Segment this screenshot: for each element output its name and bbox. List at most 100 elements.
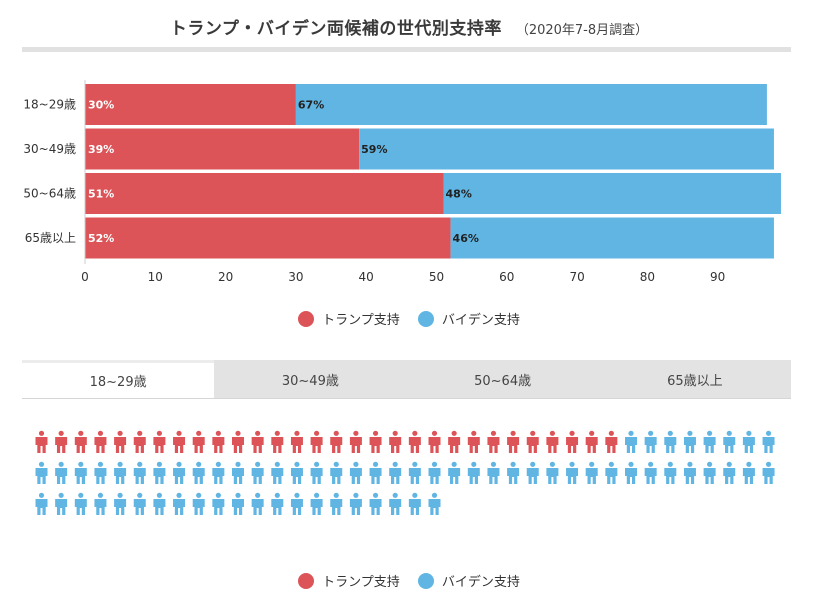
person-icon-biden bbox=[310, 492, 323, 515]
person-icon-biden bbox=[232, 461, 244, 484]
data-label-biden: 48% bbox=[446, 188, 472, 201]
person-icon-trump bbox=[271, 430, 284, 453]
category-label: 65歳以上 bbox=[25, 231, 76, 245]
person-icon-biden bbox=[55, 492, 68, 515]
person-icon-biden bbox=[408, 461, 421, 484]
legend-item-trump: トランプ支持 bbox=[298, 309, 400, 328]
person-icon-biden bbox=[349, 461, 362, 484]
person-icon-trump bbox=[153, 430, 166, 453]
person-icon-trump bbox=[290, 430, 303, 453]
person-icon-trump bbox=[55, 430, 68, 453]
person-icon-biden bbox=[428, 461, 441, 484]
data-label-trump: 39% bbox=[88, 143, 114, 156]
legend-swatch-trump-2 bbox=[298, 572, 315, 589]
chart-title: トランプ・バイデン両候補の世代別支持率 bbox=[169, 19, 502, 39]
chart-subtitle: （2020年7-8月調査） bbox=[515, 23, 649, 38]
person-icon-trump bbox=[232, 430, 244, 453]
category-label: 50~64歳 bbox=[23, 187, 76, 201]
x-tick-label: 70 bbox=[569, 270, 584, 284]
person-icon-biden bbox=[723, 430, 736, 453]
tab-65-plus[interactable]: 65歳以上 bbox=[667, 373, 723, 389]
person-icon-trump bbox=[310, 430, 323, 453]
tab-30-49[interactable]: 30~49歳 bbox=[281, 373, 339, 389]
person-icon-biden bbox=[467, 461, 480, 484]
person-icon-biden bbox=[74, 461, 87, 484]
person-icon-biden bbox=[35, 492, 48, 515]
person-icon-biden bbox=[232, 492, 244, 515]
x-tick-label: 50 bbox=[429, 270, 444, 284]
person-icon-biden bbox=[389, 492, 402, 515]
person-icon-biden bbox=[173, 461, 186, 484]
data-label-biden: 67% bbox=[298, 99, 324, 112]
person-icon-trump bbox=[192, 430, 205, 453]
person-icon-trump bbox=[585, 430, 598, 453]
x-tick-label: 10 bbox=[148, 270, 163, 284]
person-icon-trump bbox=[212, 430, 225, 453]
tab-50-64[interactable]: 50~64歳 bbox=[474, 373, 532, 389]
x-tick-label: 30 bbox=[288, 270, 303, 284]
data-label-biden: 59% bbox=[361, 143, 387, 156]
person-icon-trump bbox=[251, 430, 264, 453]
person-icon-trump bbox=[133, 430, 146, 453]
person-icon-biden bbox=[664, 461, 677, 484]
person-icon-biden bbox=[290, 461, 303, 484]
person-icon-biden bbox=[153, 492, 166, 515]
person-icon-biden bbox=[35, 461, 48, 484]
person-icon-biden bbox=[212, 492, 225, 515]
person-icon-trump bbox=[74, 430, 87, 453]
x-tick-label: 60 bbox=[499, 270, 514, 284]
person-icon-biden bbox=[389, 461, 402, 484]
person-icon-biden bbox=[683, 430, 696, 453]
person-icon-trump bbox=[467, 430, 480, 453]
legend-swatch-trump bbox=[298, 310, 315, 327]
person-icon-biden bbox=[526, 461, 539, 484]
person-icon-biden bbox=[290, 492, 303, 515]
person-icon-biden bbox=[330, 492, 343, 515]
person-icon-biden bbox=[369, 461, 382, 484]
bar-trump bbox=[85, 217, 451, 259]
legend-item-trump-2: トランプ支持 bbox=[298, 571, 400, 590]
person-icon-biden bbox=[742, 461, 755, 484]
legend-label-biden: バイデン支持 bbox=[441, 313, 520, 328]
legend-swatch-biden-2 bbox=[417, 572, 434, 589]
person-icon-biden bbox=[55, 461, 68, 484]
person-icon-biden bbox=[703, 461, 716, 484]
person-icon-biden bbox=[330, 461, 343, 484]
person-icon-trump bbox=[173, 430, 186, 453]
person-icon-biden bbox=[487, 461, 500, 484]
category-label: 30~49歳 bbox=[23, 142, 76, 156]
person-icon-biden bbox=[408, 492, 421, 515]
person-icon-trump bbox=[408, 430, 421, 453]
chart-title-row: トランプ・バイデン両候補の世代別支持率 （2020年7-8月調査） bbox=[0, 14, 818, 39]
legend-label-trump-2: トランプ支持 bbox=[322, 575, 400, 590]
bar-biden bbox=[295, 84, 767, 125]
person-icon-biden bbox=[74, 492, 87, 515]
person-icon-biden bbox=[683, 461, 696, 484]
person-icon-biden bbox=[349, 492, 362, 515]
data-label-trump: 52% bbox=[88, 232, 114, 245]
person-icon-biden bbox=[212, 461, 225, 484]
person-icon-biden bbox=[644, 430, 657, 453]
legend-label-trump: トランプ支持 bbox=[322, 313, 400, 328]
person-icon-biden bbox=[271, 492, 284, 515]
bar-biden bbox=[359, 128, 774, 170]
person-icon-biden bbox=[507, 461, 520, 484]
person-icon-trump bbox=[507, 430, 520, 453]
tab-18-29[interactable]: 18~29歳 bbox=[22, 360, 215, 398]
person-icon-trump bbox=[487, 430, 500, 453]
person-icon-trump bbox=[94, 430, 107, 453]
bar-chart-legend: トランプ支持 バイデン支持 bbox=[0, 309, 818, 328]
data-label-trump: 30% bbox=[88, 99, 114, 112]
x-tick-label: 80 bbox=[640, 270, 655, 284]
person-icon-trump bbox=[330, 430, 343, 453]
person-icon-trump bbox=[605, 430, 618, 453]
pictogram-chart bbox=[35, 430, 775, 515]
person-icon-biden bbox=[133, 492, 146, 515]
person-icon-trump bbox=[114, 430, 127, 453]
person-icon-biden bbox=[566, 461, 579, 484]
person-icon-biden bbox=[153, 461, 166, 484]
person-icon-biden bbox=[762, 461, 775, 484]
person-icon-biden bbox=[94, 492, 107, 515]
person-icon-trump bbox=[389, 430, 402, 453]
person-icon-trump bbox=[35, 430, 48, 453]
